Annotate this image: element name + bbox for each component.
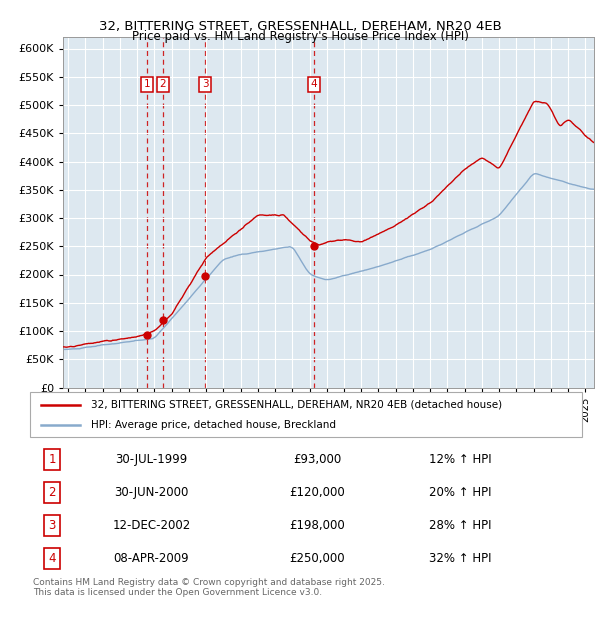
- Text: 20% ↑ HPI: 20% ↑ HPI: [430, 486, 492, 499]
- Text: 28% ↑ HPI: 28% ↑ HPI: [430, 519, 492, 532]
- Text: £93,000: £93,000: [293, 453, 341, 466]
- Text: Contains HM Land Registry data © Crown copyright and database right 2025.
This d: Contains HM Land Registry data © Crown c…: [33, 578, 385, 597]
- Text: 3: 3: [49, 519, 56, 532]
- Text: 4: 4: [311, 79, 317, 89]
- Text: £250,000: £250,000: [289, 552, 345, 565]
- Text: 32, BITTERING STREET, GRESSENHALL, DEREHAM, NR20 4EB: 32, BITTERING STREET, GRESSENHALL, DEREH…: [98, 20, 502, 33]
- Text: 08-APR-2009: 08-APR-2009: [113, 552, 189, 565]
- Text: 4: 4: [49, 552, 56, 565]
- Text: 30-JUN-2000: 30-JUN-2000: [114, 486, 188, 499]
- Text: 2: 2: [160, 79, 166, 89]
- Text: 32% ↑ HPI: 32% ↑ HPI: [430, 552, 492, 565]
- Text: 32, BITTERING STREET, GRESSENHALL, DEREHAM, NR20 4EB (detached house): 32, BITTERING STREET, GRESSENHALL, DEREH…: [91, 399, 502, 410]
- Text: 3: 3: [202, 79, 209, 89]
- Text: 1: 1: [49, 453, 56, 466]
- Text: 1: 1: [144, 79, 151, 89]
- Text: Price paid vs. HM Land Registry's House Price Index (HPI): Price paid vs. HM Land Registry's House …: [131, 30, 469, 43]
- Text: HPI: Average price, detached house, Breckland: HPI: Average price, detached house, Brec…: [91, 420, 336, 430]
- Text: 12% ↑ HPI: 12% ↑ HPI: [429, 453, 492, 466]
- FancyBboxPatch shape: [30, 392, 582, 437]
- Text: 2: 2: [49, 486, 56, 499]
- Text: £198,000: £198,000: [289, 519, 345, 532]
- Text: 12-DEC-2002: 12-DEC-2002: [112, 519, 191, 532]
- Text: £120,000: £120,000: [289, 486, 345, 499]
- Text: 30-JUL-1999: 30-JUL-1999: [115, 453, 188, 466]
